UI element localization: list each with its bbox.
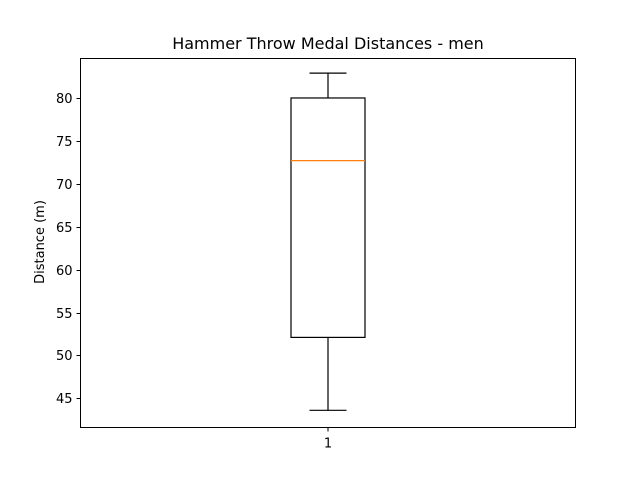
x-axis-ticks: 1	[324, 427, 332, 452]
chart-title: Hammer Throw Medal Distances - men	[172, 34, 484, 53]
y-axis-label: Distance (m)	[33, 200, 48, 284]
y-tick-label: 60	[56, 264, 73, 279]
y-tick-label: 50	[56, 349, 73, 364]
y-tick-label: 75	[56, 135, 73, 150]
x-tick-label: 1	[324, 437, 332, 452]
box-plot	[290, 72, 366, 411]
y-tick-label: 80	[56, 92, 73, 107]
y-tick-label: 45	[56, 392, 73, 407]
plot-frame	[80, 58, 576, 428]
y-tick-label: 55	[56, 307, 73, 322]
y-tick-label: 70	[56, 178, 73, 193]
y-tick-label: 65	[56, 221, 73, 236]
interquartile-box	[290, 97, 366, 338]
y-axis-ticks: 45 50 55 60 65 70 75 80	[56, 92, 81, 407]
